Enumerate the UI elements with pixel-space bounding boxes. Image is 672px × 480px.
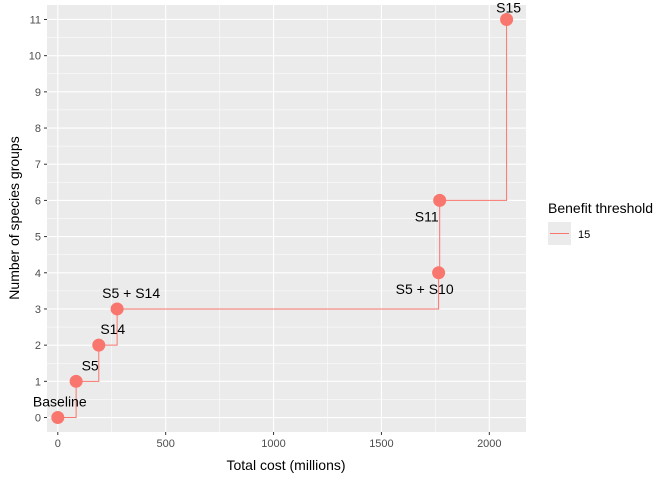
data-point xyxy=(92,338,106,352)
y-tick-label: 5 xyxy=(35,232,41,244)
y-axis: 0 1 2 3 4 5 6 7 8 9 10 11 xyxy=(29,14,47,425)
y-tick-label: 1 xyxy=(35,376,41,388)
legend-title: Benefit threshold xyxy=(548,200,653,216)
x-axis-title: Total cost (millions) xyxy=(226,457,345,473)
point-label: S5 xyxy=(82,357,99,373)
legend: Benefit threshold 15 xyxy=(548,200,653,245)
y-tick-label: 0 xyxy=(35,413,41,425)
point-label: Baseline xyxy=(33,394,87,410)
point-label: S11 xyxy=(415,208,439,224)
data-point xyxy=(69,374,83,388)
x-tick-label: 1500 xyxy=(369,438,393,450)
legend-item-label: 15 xyxy=(578,229,590,241)
y-tick-label: 6 xyxy=(35,195,41,207)
data-point xyxy=(110,302,124,316)
y-tick-label: 10 xyxy=(29,51,41,63)
y-tick-label: 2 xyxy=(35,340,41,352)
point-label: S5 + S10 xyxy=(396,281,454,297)
data-point xyxy=(432,266,446,280)
y-axis-title: Number of species groups xyxy=(6,136,22,299)
x-axis: 0 500 1000 1500 2000 xyxy=(55,432,502,450)
data-point xyxy=(51,411,65,425)
x-tick-label: 1000 xyxy=(261,438,285,450)
point-label: S14 xyxy=(100,321,125,337)
y-tick-label: 3 xyxy=(35,304,41,316)
data-point xyxy=(500,12,514,26)
y-tick-label: 9 xyxy=(35,87,41,99)
x-tick-label: 500 xyxy=(156,438,174,450)
series-layer: Baseline S5 S14 S5 + S14 S5 + S10 S11 S15 xyxy=(33,0,521,425)
y-tick-label: 8 xyxy=(35,123,41,135)
y-tick-label: 7 xyxy=(35,159,41,171)
data-point xyxy=(433,193,447,207)
grid-minor xyxy=(47,5,526,432)
point-label: S15 xyxy=(496,0,521,15)
y-tick-label: 4 xyxy=(35,268,41,280)
x-tick-label: 0 xyxy=(55,438,61,450)
x-tick-label: 2000 xyxy=(477,438,501,450)
y-tick-label: 11 xyxy=(30,14,41,26)
point-label: S5 + S14 xyxy=(102,285,160,301)
